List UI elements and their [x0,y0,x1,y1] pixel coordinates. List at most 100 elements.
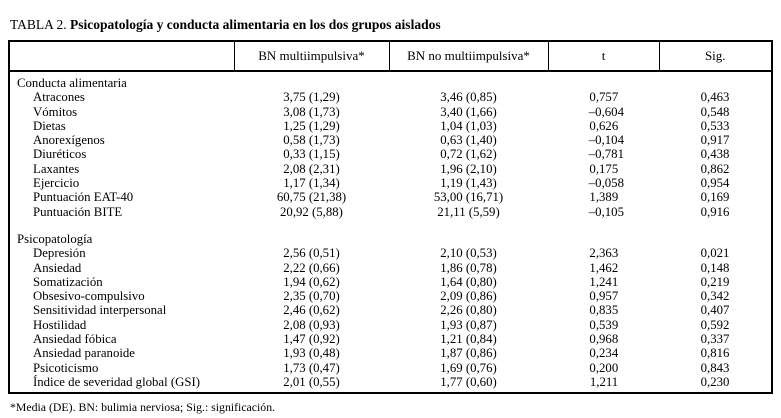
section-header-row: Psicopatología [9,232,772,246]
section-title: Psicopatología [17,231,93,246]
t-value-cell: 2,363 [548,246,659,260]
table-body: Conducta alimentaria Atracones 3,75 (1,29)… [9,71,772,393]
t-value-cell: 0,626 [548,119,659,133]
results-table: BN multiimpulsiva* BN no multiimpulsiva*… [8,40,773,395]
sig-value-cell: 0,592 [700,317,730,332]
mean-sd-cell-group1: 3,75 (1,29) [283,90,340,105]
t-value: –0,058 [588,176,624,191]
t-value-cell: 0,957 [548,289,659,303]
sig-value-cell: 0,533 [700,118,730,133]
table-row: Sensitividad interpersonal 2,46 (0,62) 2,2… [9,303,772,317]
row-label: Sensitividad interpersonal [33,303,167,318]
table-row: Índice de severidad global (GSI) 2,01 (0,… [9,375,772,393]
sig-value-cell: 0,463 [700,90,730,105]
row-label: Ansiedad fóbica [33,332,117,347]
table-row: Ansiedad paranoide 1,93 (0,48) 1,87 (0,86)… [9,346,772,360]
t-value: 2,363 [589,246,619,261]
sig-value-cell: 0,548 [700,104,730,119]
row-label: Hostilidad [33,317,87,332]
table-row: Somatización 1,94 (0,62) 1,64 (0,80) 1,241 0… [9,275,772,289]
mean-sd-cell-group2: 0,72 (1,62) [440,147,497,162]
table-title-text: Psicopatología y conducta alimentaria en… [70,17,441,32]
mean-sd-cell-group1: 2,22 (0,66) [283,260,340,275]
row-label: Atracones [33,90,85,105]
sig-value-cell: 0,954 [700,176,730,191]
t-value-cell: –0,781 [548,147,659,161]
row-label: Ejercicio [33,176,80,191]
mean-sd-cell-group1: 20,92 (5,88) [280,204,343,219]
sig-value-cell: 0,148 [700,260,730,275]
sig-value-cell: 0,862 [700,161,730,176]
sig-value-cell: 0,342 [700,289,730,304]
table-title: TABLA 2. Psicopatología y conducta alime… [10,17,781,32]
table-row: Ansiedad fóbica 1,47 (0,92) 1,21 (0,84) 0,9… [9,332,772,346]
t-value: –0,781 [588,147,624,162]
column-header-bn-no-multiimpulsiva: BN no multiimpulsiva* [388,41,548,72]
mean-sd-cell-group1: 60,75 (21,38) [276,190,347,205]
mean-sd-cell-group2: 3,40 (1,66) [440,104,497,119]
t-value-cell: 1,462 [548,261,659,275]
t-value-cell: 0,539 [548,318,659,332]
mean-sd-cell-group2: 1,96 (2,10) [440,161,497,176]
t-value-cell: 0,234 [548,346,659,360]
t-value: –0,604 [588,104,624,119]
mean-sd-cell-group1: 2,56 (0,51) [283,246,340,261]
table-row: Puntuación BITE 20,92 (5,88) 21,11 (5,59) –… [9,205,772,219]
sig-value-cell: 0,407 [700,303,730,318]
mean-sd-cell-group2: 1,87 (0,86) [440,346,497,361]
sig-value-cell: 0,021 [700,246,730,261]
header-row: BN multiimpulsiva* BN no multiimpulsiva*… [9,41,772,72]
row-label: Diuréticos [33,147,87,162]
mean-sd-cell-group1: 2,35 (0,70) [283,289,340,304]
sig-value-cell: 0,219 [700,274,730,289]
mean-sd-cell-group2: 2,09 (0,86) [440,289,497,304]
t-value-cell: 0,968 [548,332,659,346]
row-label: Laxantes [33,161,80,176]
mean-sd-cell-group1: 1,94 (0,62) [283,274,340,289]
mean-sd-cell-group2: 1,69 (0,76) [440,360,497,375]
table-row: Psicoticismo 1,73 (0,47) 1,69 (0,76) 0,200 0… [9,361,772,375]
t-value: 0,957 [589,289,619,304]
t-value: 1,241 [589,274,619,289]
t-value-cell: 1,389 [548,190,659,204]
section-spacer-row [9,219,772,232]
sig-value-cell: 0,917 [700,133,730,148]
mean-sd-cell-group1: 0,58 (1,73) [283,133,340,148]
mean-sd-cell-group1: 0,33 (1,15) [283,147,340,162]
table-row: Diuréticos 0,33 (1,15) 0,72 (1,62) –0,781 0,… [9,147,772,161]
mean-sd-cell-group2: 0,63 (1,40) [440,133,497,148]
table-row: Puntuación EAT-40 60,75 (21,38) 53,00 (16,… [9,190,772,204]
sig-value-cell: 0,438 [700,147,730,162]
mean-sd-cell-group1: 2,08 (0,93) [283,317,340,332]
spacer-cell [9,219,772,232]
t-value: 0,968 [589,332,619,347]
row-label: Somatización [33,274,103,289]
mean-sd-cell-group2: 1,19 (1,43) [440,176,497,191]
table-row: Depresión 2,56 (0,51) 2,10 (0,53) 2,363 0,02… [9,246,772,260]
column-header-sig: Sig. [658,41,772,72]
t-value: 0,234 [589,346,619,361]
mean-sd-cell-group2: 3,46 (0,85) [440,90,497,105]
sig-value-cell: 0,230 [700,374,730,389]
table-row: Obsesivo-compulsivo 2,35 (0,70) 2,09 (0,86… [9,289,772,303]
mean-sd-cell-group2: 1,64 (0,80) [440,274,497,289]
mean-sd-cell-group1: 2,08 (2,31) [283,161,340,176]
t-value-cell: –0,604 [548,105,659,119]
mean-sd-cell-group1: 2,01 (0,55) [283,374,340,389]
mean-sd-cell-group2: 1,77 (0,60) [440,374,497,389]
mean-sd-cell-group2: 1,93 (0,87) [440,317,497,332]
mean-sd-cell-group1: 3,08 (1,73) [283,104,340,119]
row-label: Anorexígenos [33,133,105,148]
table-header: BN multiimpulsiva* BN no multiimpulsiva*… [9,41,772,72]
mean-sd-cell-group1: 1,25 (1,29) [283,118,340,133]
t-value: 0,626 [589,118,619,133]
mean-sd-cell-group1: 1,17 (1,34) [283,176,340,191]
mean-sd-cell-group1: 1,73 (0,47) [283,360,340,375]
table-row: Dietas 1,25 (1,29) 1,04 (1,03) 0,626 0,533 [9,119,772,133]
mean-sd-cell-group2: 1,21 (0,84) [440,332,497,347]
table-row: Vómitos 3,08 (1,73) 3,40 (1,66) –0,604 0,548 [9,105,772,119]
section-title: Conducta alimentaria [17,76,127,90]
sig-value-cell: 0,843 [700,360,730,375]
mean-sd-cell-group1: 1,47 (0,92) [283,332,340,347]
t-value-cell: 1,241 [548,275,659,289]
